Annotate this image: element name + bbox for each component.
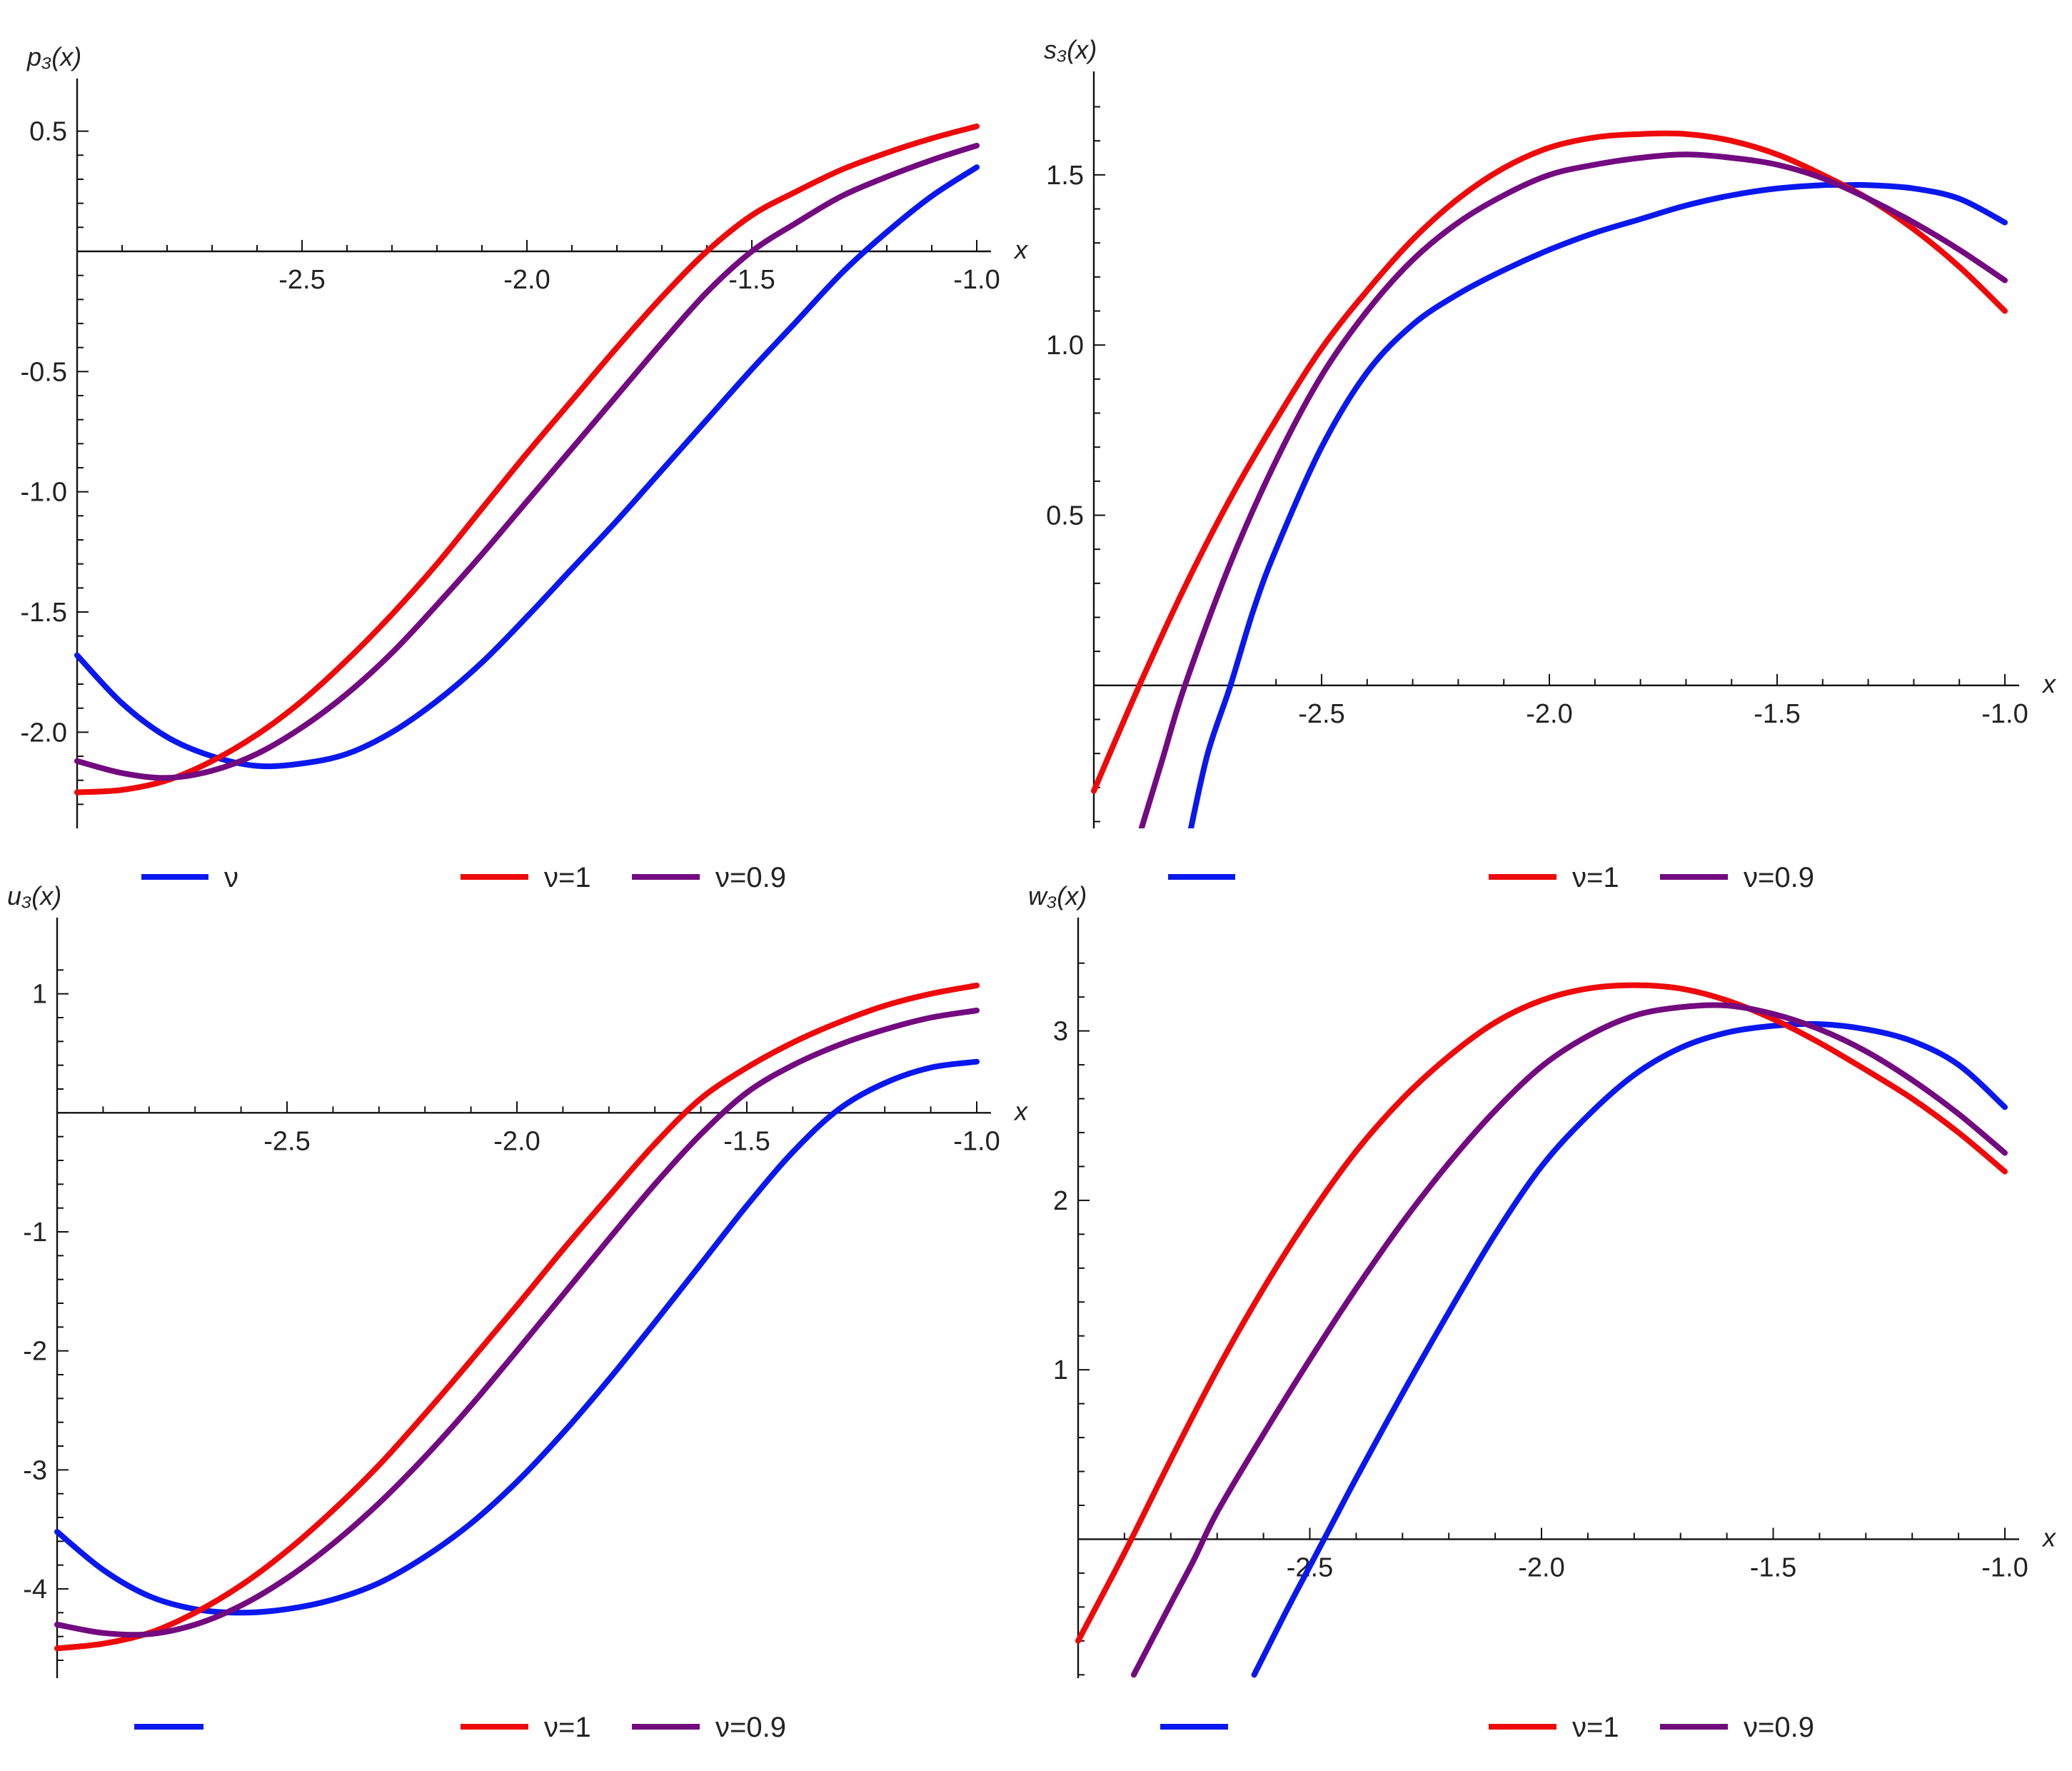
series-group — [54, 983, 980, 1652]
series-line — [1138, 151, 2008, 828]
legend-label: ν=0.9 — [1744, 1712, 1814, 1743]
x-tick-label: -1.5 — [1750, 1552, 1796, 1582]
series-group — [1091, 130, 2008, 828]
y-tick-label: -3 — [23, 1455, 47, 1485]
y-tick-label: 0.5 — [1046, 501, 1084, 531]
y-tick-label: -1.5 — [21, 598, 67, 628]
y-tick-label: 1.0 — [1046, 331, 1084, 361]
x-tick-label: -2.0 — [1518, 1552, 1564, 1582]
y-axis-title: p₃(x) — [26, 42, 81, 71]
x-tick-label: -2.5 — [278, 265, 325, 295]
y-tick-label: -2 — [23, 1337, 47, 1367]
series-line — [54, 1058, 980, 1616]
y-tick-label: 1 — [32, 980, 47, 1010]
series-line — [1130, 1002, 2008, 1678]
panel-p3: -2.5 -2.0 -1.5 -1.0 x 0.5 -0.5 -1.0 -1.5 -2.0 p₃(x… — [21, 42, 1029, 893]
x-axis-title: x — [2041, 1522, 2057, 1552]
x-tick-label: -2.5 — [263, 1126, 310, 1156]
series-line — [74, 164, 980, 770]
x-tick-label: -2.0 — [493, 1126, 540, 1156]
y-tick-label: 0.5 — [29, 117, 67, 147]
series-line — [74, 123, 980, 796]
y-axis-title: u₃(x) — [7, 881, 61, 910]
y-tick-label: -4 — [23, 1575, 47, 1605]
x-axis-title: x — [1013, 235, 1029, 264]
series-line — [1075, 982, 2008, 1644]
legend-label: ν=0.9 — [1744, 862, 1814, 893]
legend-label: ν=1 — [1572, 862, 1619, 893]
legend-label: ν=0.9 — [715, 862, 786, 893]
x-tick-label: -2.5 — [1298, 699, 1344, 729]
series-group — [74, 123, 980, 796]
y-tick-label: 2 — [1053, 1186, 1068, 1216]
x-tick-label: -1.5 — [723, 1126, 770, 1156]
series-line — [54, 1008, 980, 1638]
series-line — [1187, 181, 2008, 828]
panel-u3: -2.5 -2.0 -1.5 -1.0 x 1 -1 -2 -3 -4 u₃(x) ν=1 ν=0.9 — [7, 881, 1029, 1743]
y-axis-title: s₃(x) — [1044, 35, 1097, 64]
legend-label: ν=1 — [1572, 1712, 1619, 1743]
legend-label: ν=1 — [544, 862, 591, 893]
x-axis-title: x — [1013, 1096, 1029, 1125]
x-axis-title: x — [2041, 669, 2057, 698]
x-tick-label: -1.5 — [1754, 699, 1800, 729]
y-tick-label: 1.5 — [1046, 161, 1084, 191]
y-tick-label: -1.0 — [21, 478, 67, 508]
x-tick-label: -1.0 — [953, 1126, 1000, 1156]
panel-s3: -2.5 -2.0 -1.5 -1.0 x 1.5 1.0 0.5 s₃(x) ν=1 ν=0.9 — [1044, 35, 2057, 893]
x-tick-label: -1.0 — [1981, 1552, 2028, 1582]
series-line — [1251, 1020, 2008, 1678]
y-tick-label: -0.5 — [21, 357, 67, 387]
x-tick-label: -1.0 — [1981, 699, 2028, 729]
series-line — [74, 142, 980, 781]
y-tick-label: 3 — [1053, 1017, 1068, 1047]
x-tick-label: -2.0 — [503, 265, 550, 295]
legend-label: ν=0.9 — [715, 1712, 786, 1743]
y-tick-label: 1 — [1053, 1355, 1068, 1385]
x-tick-label: -2.0 — [1526, 699, 1572, 729]
y-tick-label: -1 — [23, 1218, 47, 1248]
x-tick-label: -1.5 — [728, 265, 775, 295]
series-line — [54, 983, 980, 1652]
legend-label: ν=1 — [544, 1712, 591, 1743]
series-group — [1075, 982, 2008, 1678]
legend-label: ν — [224, 862, 238, 893]
x-tick-label: -1.0 — [953, 265, 1000, 295]
y-axis-title: w₃(x) — [1028, 881, 1087, 910]
y-tick-label: -2.0 — [21, 718, 67, 748]
